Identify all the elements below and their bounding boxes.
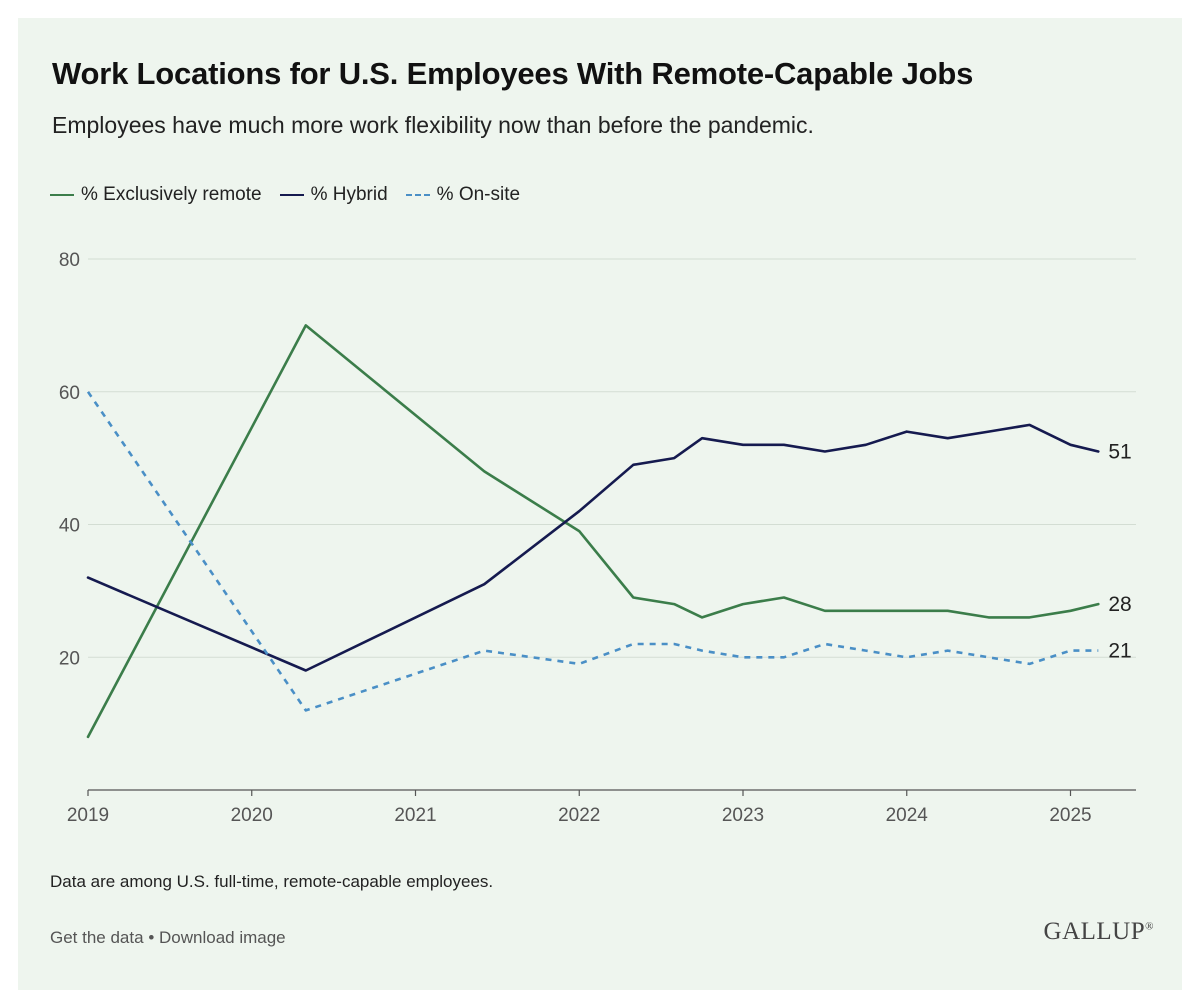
chart-title: Work Locations for U.S. Employees With R… bbox=[52, 56, 974, 91]
gallup-logo: GALLUP® bbox=[1044, 918, 1154, 946]
legend-label-onsite: % On-site bbox=[436, 184, 521, 205]
x-tick-label: 2025 bbox=[1049, 805, 1091, 826]
gallup-logo-mark: ® bbox=[1145, 920, 1154, 933]
legend-label-hybrid: % Hybrid bbox=[310, 184, 388, 205]
chart-card: Work Locations for U.S. Employees With R… bbox=[18, 18, 1182, 990]
series-line-remote bbox=[86, 324, 1100, 739]
y-tick-label: 40 bbox=[59, 516, 80, 537]
y-tick-label: 60 bbox=[59, 383, 80, 404]
chart-legend: % Exclusively remote % Hybrid % On-site bbox=[50, 184, 520, 206]
series-line-hybrid bbox=[86, 423, 1100, 672]
legend-swatch-remote bbox=[50, 194, 74, 196]
legend-item-onsite: % On-site bbox=[405, 184, 521, 206]
x-tick-label: 2023 bbox=[722, 805, 764, 826]
legend-swatch-hybrid bbox=[279, 194, 304, 196]
end-label-remote: 28 bbox=[1108, 593, 1131, 616]
legend-swatch-onsite bbox=[405, 194, 430, 196]
gallup-logo-text: GALLUP bbox=[1043, 918, 1146, 945]
line-chart: 20 40 60 80 2019 2020 2021 2022 2023 2024 2025 28 51… bbox=[59, 250, 1136, 826]
download-image-link[interactable]: Download image bbox=[159, 928, 286, 947]
x-tick-label: 2021 bbox=[394, 805, 436, 826]
x-tick-label: 2022 bbox=[558, 805, 600, 826]
x-tick-label: 2024 bbox=[886, 805, 929, 826]
legend-label-remote: % Exclusively remote bbox=[81, 184, 262, 205]
legend-item-hybrid: % Hybrid bbox=[279, 184, 388, 206]
x-tick-label: 2019 bbox=[67, 805, 109, 826]
chart-subtitle: Employees have much more work flexibilit… bbox=[52, 112, 814, 138]
end-label-onsite: 21 bbox=[1108, 640, 1131, 663]
footer-links: Get the data • Download image bbox=[50, 928, 286, 948]
get-data-link[interactable]: Get the data bbox=[50, 928, 144, 947]
end-label-hybrid: 51 bbox=[1108, 440, 1131, 463]
y-tick-label: 20 bbox=[59, 648, 80, 669]
data-note: Data are among U.S. full-time, remote-ca… bbox=[50, 872, 494, 891]
link-separator: • bbox=[148, 928, 155, 947]
series-line-onsite bbox=[86, 391, 1099, 712]
x-tick-label: 2020 bbox=[231, 805, 273, 826]
legend-item-remote: % Exclusively remote bbox=[50, 184, 262, 206]
y-tick-label: 80 bbox=[59, 250, 80, 271]
